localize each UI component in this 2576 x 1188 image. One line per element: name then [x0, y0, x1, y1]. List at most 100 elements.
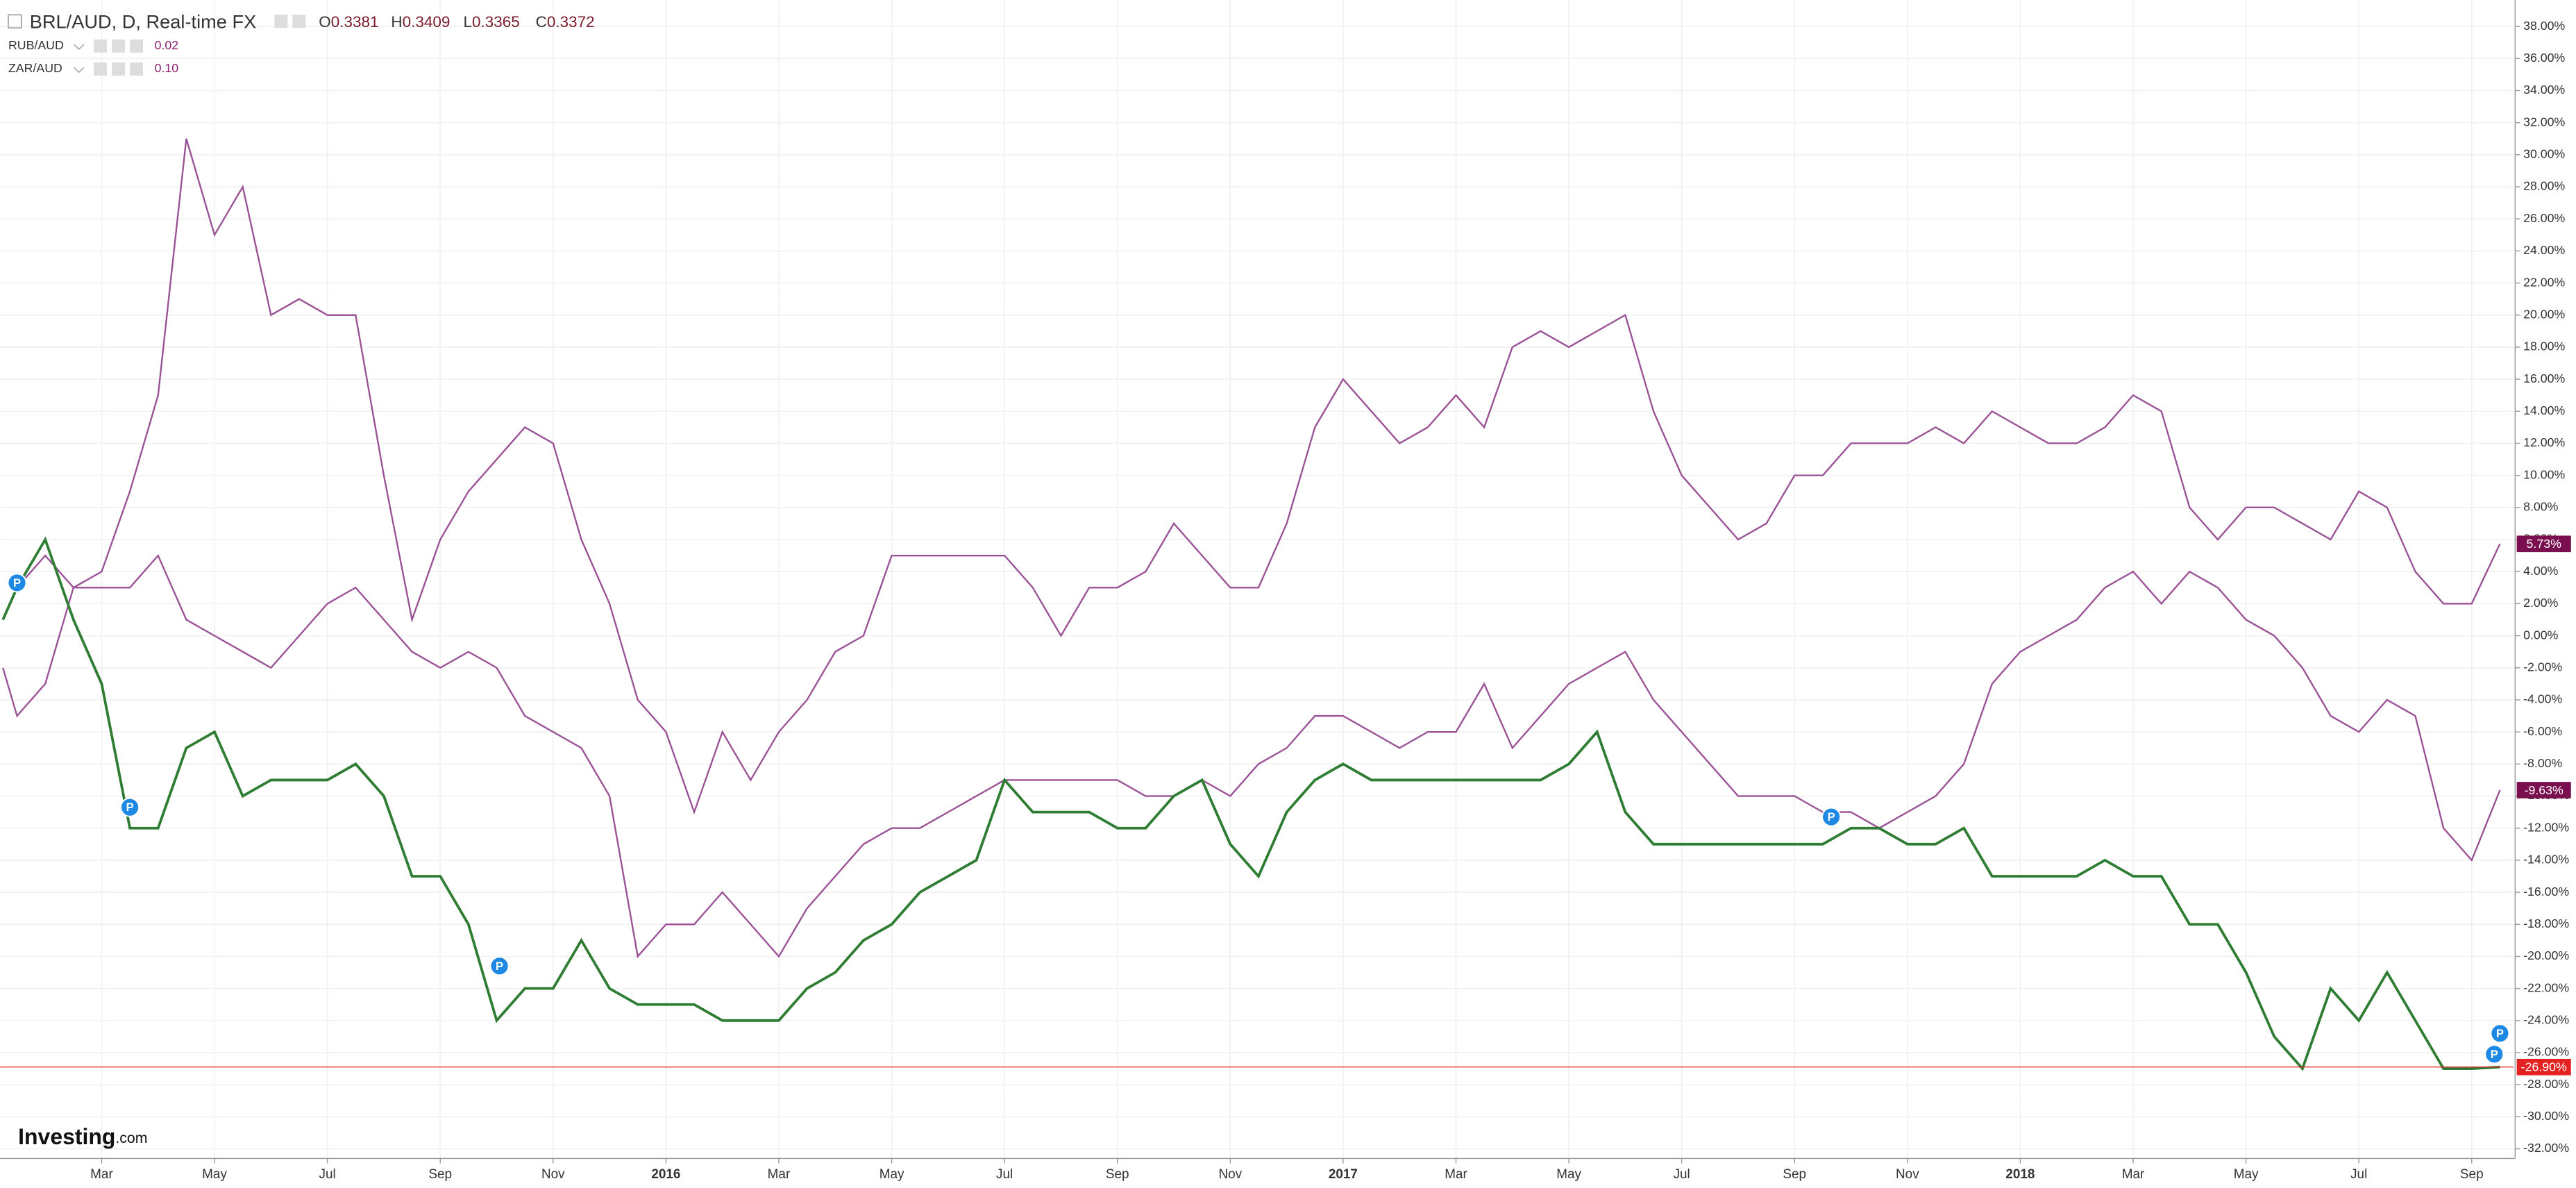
- header: BRL/AUD, D, Real-time FX O0.3381 H0.3409 L…: [8, 10, 595, 32]
- end-label-box: [2516, 782, 2571, 798]
- ohlc-value: 0.3381: [331, 13, 379, 31]
- end-label-box: [2516, 535, 2571, 553]
- x-tick-label: 2018: [2005, 1167, 2035, 1182]
- grid: [0, 0, 2514, 1159]
- legend-icon: [112, 39, 125, 53]
- event-marker: [2490, 1023, 2510, 1044]
- y-tick-label: -14.00%: [2523, 853, 2569, 867]
- ohlc-value: 0.3365: [472, 13, 520, 31]
- y-tick-label: 16.00%: [2523, 371, 2565, 385]
- ohlc-label: L: [464, 13, 473, 31]
- legend-icon: [94, 62, 107, 76]
- y-tick-label: -16.00%: [2523, 885, 2569, 898]
- logo-suffix: .com: [115, 1130, 147, 1146]
- legend-icon: [130, 62, 144, 76]
- source-icon[interactable]: [292, 15, 306, 28]
- y-tick-label: 24.00%: [2523, 243, 2565, 257]
- ohlc: O0.3381 H0.3409 L0.3365 C0.3372: [319, 13, 594, 31]
- event-marker: [1821, 807, 1842, 827]
- y-tick-label: 2.00%: [2523, 596, 2559, 610]
- legend: RUB/AUD 0.02 ZAR/AUD 0.10: [8, 38, 178, 76]
- y-tick-label: 14.00%: [2523, 403, 2565, 417]
- x-tick-label: Jul: [996, 1167, 1013, 1182]
- y-tick-label: 10.00%: [2523, 467, 2565, 481]
- y-tick-label: 20.00%: [2523, 307, 2565, 321]
- end-label-box: [2516, 1058, 2571, 1076]
- y-tick-label: 32.00%: [2523, 115, 2565, 128]
- x-tick-label: Nov: [1896, 1167, 1919, 1182]
- x-tick-label: Sep: [1106, 1167, 1129, 1182]
- y-tick-label: -20.00%: [2523, 948, 2569, 962]
- y-tick-label: -8.00%: [2523, 756, 2562, 770]
- legend-name: ZAR/AUD: [8, 61, 62, 75]
- ohlc-label: C: [536, 13, 547, 31]
- x-tick-label: May: [2234, 1167, 2259, 1182]
- legend-icon: [112, 62, 125, 76]
- ohlc-label: H: [391, 13, 402, 31]
- x-tick-label: Nov: [1219, 1167, 1243, 1182]
- end-label: -26.90%: [2521, 1060, 2567, 1074]
- event-marker-label: P: [2496, 1027, 2504, 1040]
- event-marker: [2484, 1044, 2505, 1064]
- x-tick-label: Jul: [1674, 1167, 1690, 1182]
- y-tick-label: -12.00%: [2523, 820, 2569, 834]
- y-tick-label: 30.00%: [2523, 147, 2565, 161]
- collapse-icon[interactable]: [8, 14, 22, 29]
- y-tick-label: -26.00%: [2523, 1045, 2569, 1059]
- series-line: [2, 138, 2501, 815]
- ohlc-label: O: [319, 13, 330, 31]
- x-tick-label: 2017: [1329, 1167, 1358, 1182]
- y-tick-label: 36.00%: [2523, 51, 2565, 65]
- y-tick-label: 18.00%: [2523, 340, 2565, 353]
- y-tick-label: -4.00%: [2523, 692, 2562, 706]
- y-tick-label: -6.00%: [2523, 724, 2562, 738]
- event-marker: [120, 797, 140, 817]
- end-label: 5.73%: [2527, 537, 2562, 551]
- x-tick-label: Mar: [90, 1167, 113, 1182]
- y-tick-label: 12.00%: [2523, 435, 2565, 449]
- y-tick-label: -18.00%: [2523, 917, 2569, 930]
- x-tick-label: 2016: [651, 1167, 680, 1182]
- event-marker-label: P: [496, 960, 503, 973]
- y-tick-label: -24.00%: [2523, 1012, 2569, 1026]
- y-tick-label: 8.00%: [2523, 500, 2559, 514]
- x-tick-label: Mar: [768, 1167, 791, 1182]
- series-line: [1, 536, 2500, 1071]
- end-label: -9.63%: [2525, 783, 2564, 797]
- x-tick-label: Jul: [319, 1167, 336, 1182]
- x-tick-label: Mar: [1445, 1167, 1467, 1182]
- event-marker-label: P: [126, 801, 134, 814]
- x-tick-label: Sep: [428, 1167, 452, 1182]
- x-tick-label: Mar: [2122, 1167, 2145, 1182]
- ohlc-value: 0.3409: [403, 13, 451, 31]
- settings-icon[interactable]: [274, 15, 288, 28]
- y-tick-label: -30.00%: [2523, 1109, 2569, 1123]
- legend-name: RUB/AUD: [8, 38, 64, 52]
- y-tick-label: 28.00%: [2523, 179, 2565, 193]
- event-marker-label: P: [1828, 810, 1835, 823]
- legend-value: 0.10: [155, 61, 179, 75]
- ohlc-item: O0.3381: [319, 13, 378, 31]
- y-tick-label: -2.00%: [2523, 660, 2562, 674]
- y-tick-label: 38.00%: [2523, 19, 2565, 33]
- y-tick-label: -22.00%: [2523, 980, 2569, 994]
- y-tick-label: 22.00%: [2523, 275, 2565, 289]
- x-tick-label: Nov: [541, 1167, 565, 1182]
- event-marker: [7, 573, 27, 593]
- event-marker: [489, 956, 510, 976]
- y-tick-label: 4.00%: [2523, 564, 2559, 578]
- x-tick-label: Sep: [2460, 1167, 2484, 1182]
- ohlc-value: 0.3372: [547, 13, 595, 31]
- event-marker-label: P: [13, 576, 21, 589]
- ohlc-item: H0.3409: [391, 13, 450, 31]
- y-tick-label: 0.00%: [2523, 628, 2559, 642]
- legend-dropdown: [74, 67, 85, 74]
- event-marker-label: P: [2491, 1048, 2498, 1061]
- legend-icon: [94, 39, 107, 53]
- x-tick-label: May: [1556, 1167, 1581, 1182]
- logo-main: Investing: [18, 1124, 115, 1149]
- y-tick-label: 26.00%: [2523, 211, 2565, 225]
